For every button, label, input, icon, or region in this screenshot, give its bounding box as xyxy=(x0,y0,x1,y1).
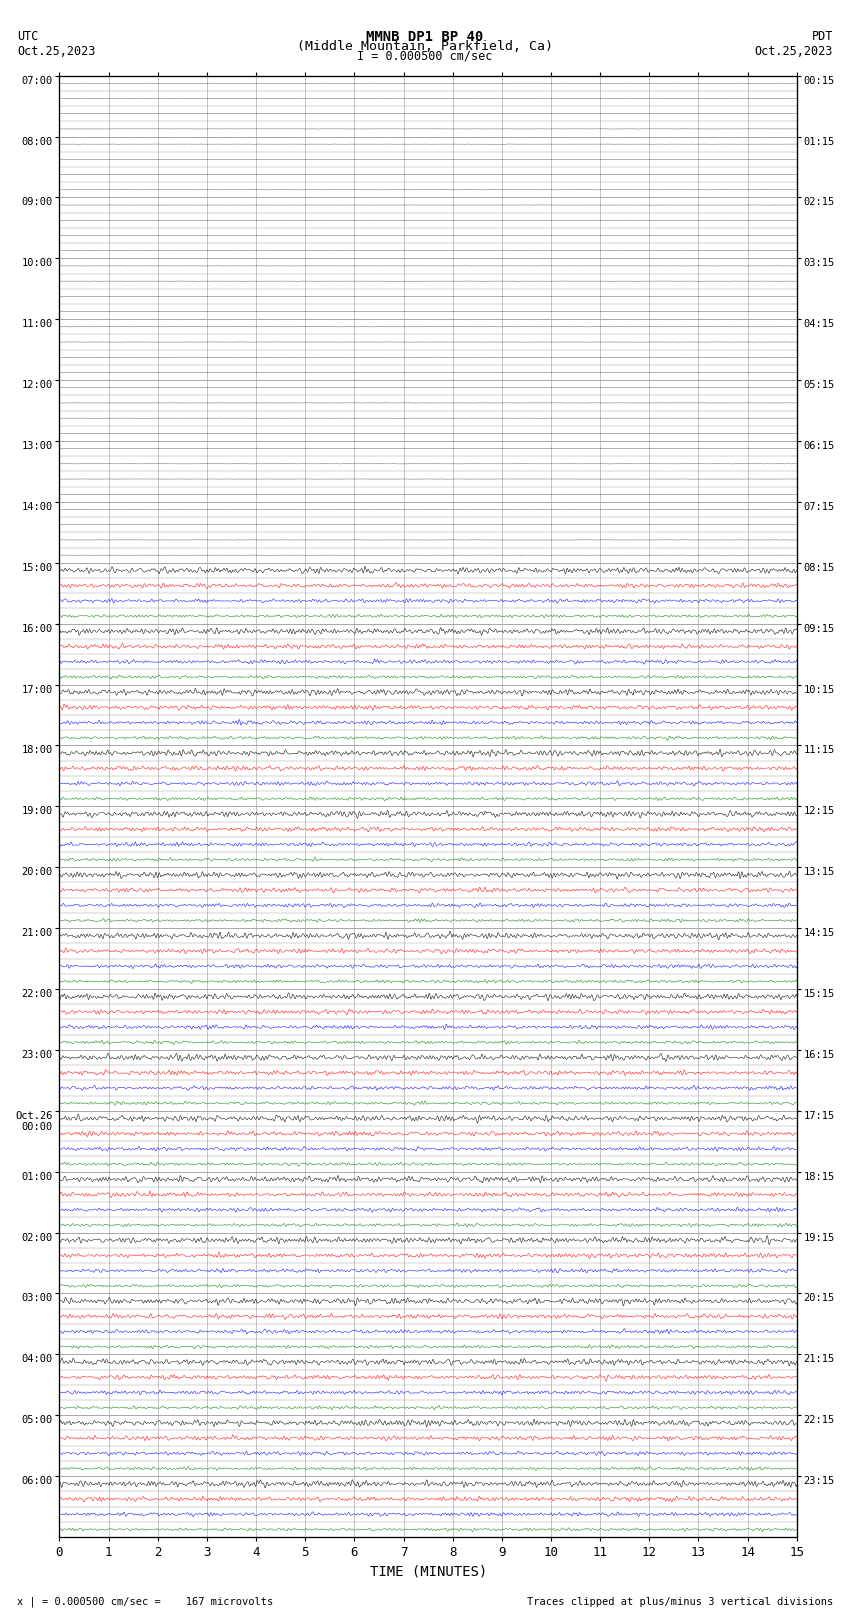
Text: PDT
Oct.25,2023: PDT Oct.25,2023 xyxy=(755,31,833,58)
Text: I = 0.000500 cm/sec: I = 0.000500 cm/sec xyxy=(357,50,493,63)
Text: x | = 0.000500 cm/sec =    167 microvolts: x | = 0.000500 cm/sec = 167 microvolts xyxy=(17,1595,273,1607)
Text: (Middle Mountain, Parkfield, Ca): (Middle Mountain, Parkfield, Ca) xyxy=(297,39,553,53)
Text: MMNB DP1 BP 40: MMNB DP1 BP 40 xyxy=(366,31,484,44)
X-axis label: TIME (MINUTES): TIME (MINUTES) xyxy=(370,1565,487,1579)
Text: Traces clipped at plus/minus 3 vertical divisions: Traces clipped at plus/minus 3 vertical … xyxy=(527,1597,833,1607)
Text: UTC
Oct.25,2023: UTC Oct.25,2023 xyxy=(17,31,95,58)
